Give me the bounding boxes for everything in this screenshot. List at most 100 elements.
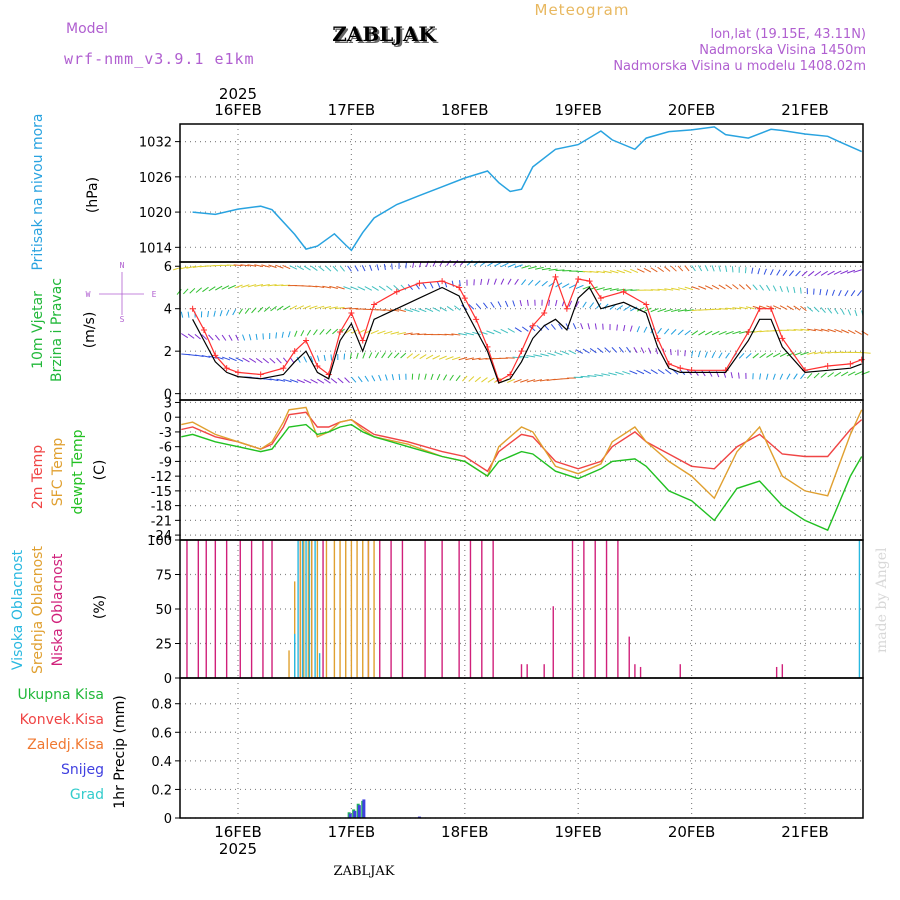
- wind-barb: [255, 333, 258, 340]
- wind-barb: [242, 334, 246, 341]
- wind-barb: [575, 301, 580, 308]
- wind-barb: [337, 377, 344, 384]
- wind-barb: [636, 326, 640, 333]
- wind-barb: [831, 289, 835, 296]
- lonlat-text: lon,lat (19.15E, 43.11N): [710, 27, 866, 42]
- wind-barb: [213, 310, 216, 317]
- wind-barb: [807, 270, 815, 277]
- wind-barb: [303, 265, 311, 271]
- wind-labels: 10m Vjetar Brzina i Pravac (m/s): [30, 278, 98, 382]
- wind-barb: [514, 278, 519, 285]
- wind-gust-marker: [620, 288, 627, 295]
- mid-cloud-label: Srednja Oblacnost: [30, 546, 46, 674]
- y-tick-label: 100: [147, 534, 172, 549]
- wind-barb: [357, 286, 366, 291]
- wind-gust-marker: [767, 305, 774, 312]
- wind-barb: [540, 353, 549, 357]
- wind-barb: [772, 285, 777, 292]
- wind-barb: [241, 284, 250, 288]
- wind-gust-marker: [541, 309, 548, 316]
- wind-barb: [825, 289, 829, 296]
- wind-barb: [629, 325, 633, 332]
- wind-barb: [799, 287, 802, 294]
- wind-barb: [623, 305, 631, 311]
- wind-barb: [554, 351, 563, 356]
- wind-barb: [302, 305, 311, 310]
- wind-barb: [555, 299, 558, 307]
- wind-barb: [378, 285, 386, 291]
- wind-barb: [526, 355, 536, 358]
- wind-barb: [459, 259, 466, 266]
- wind-barb: [294, 330, 298, 337]
- wind-barb: [708, 370, 713, 377]
- wind-barb: [362, 352, 366, 359]
- wind-gust-marker: [212, 352, 219, 359]
- wind-barb: [419, 354, 427, 360]
- wind-barb: [188, 371, 196, 374]
- wind-barb: [650, 267, 658, 273]
- wind-barb: [269, 357, 276, 364]
- wind-barb: [403, 332, 413, 335]
- wind-barb: [351, 376, 357, 383]
- wind-barb: [330, 354, 333, 361]
- wind-barb: [609, 304, 616, 310]
- wind-barb: [445, 356, 454, 361]
- wind-barb: [698, 285, 707, 290]
- wind-barb: [251, 307, 257, 314]
- panel-frame: [179, 677, 864, 819]
- pressure-line: [192, 126, 863, 252]
- wind-barb: [759, 373, 762, 380]
- wind-barb: [541, 267, 551, 271]
- wind-barb: [800, 305, 807, 312]
- wind-gust-marker: [200, 326, 207, 333]
- wind-barb: [795, 270, 801, 277]
- wind-barb: [589, 270, 599, 273]
- wind-barb: [854, 371, 863, 376]
- top-date-label: 17FEB: [328, 101, 375, 119]
- wind-barb: [643, 326, 648, 333]
- y-tick-label: 25: [155, 638, 172, 653]
- wind-barb: [391, 374, 395, 381]
- y-tick-label: 1020: [139, 206, 172, 221]
- footer-station: ZABLJAK: [334, 864, 395, 879]
- cloud-labels: Visoka Oblacnost Srednja Oblacnost Niska…: [10, 546, 108, 674]
- top-date-label: 19FEB: [554, 101, 601, 119]
- wind-barb: [207, 311, 210, 318]
- wind-barb: [788, 270, 795, 277]
- bottom-date-label: 17FEB: [328, 823, 375, 841]
- wind-barb: [296, 379, 305, 384]
- temp-unit: (C): [92, 460, 108, 481]
- wind-barb: [506, 378, 515, 384]
- y-tick-label: 1014: [139, 241, 172, 256]
- wind-barb: [462, 375, 468, 382]
- model-name: wrf-nmm_v3.9.1 e1km: [64, 50, 255, 68]
- wind-barb: [371, 285, 379, 291]
- wind-barb: [347, 265, 352, 272]
- y-tick-label: 0.8: [151, 698, 172, 713]
- wind-barb: [244, 307, 250, 314]
- freezing-rain-label: Zaledj.Kisa: [27, 737, 104, 753]
- wind-barb: [718, 352, 723, 359]
- wind-gust-marker: [745, 329, 752, 336]
- y-tick-label: -15: [151, 485, 172, 500]
- wind-barb: [786, 286, 790, 293]
- wind-barb: [779, 373, 784, 380]
- wind-barb: [650, 289, 660, 291]
- wind-barb: [677, 309, 687, 312]
- wind-gust-marker: [597, 295, 604, 302]
- wind-gust-marker: [416, 280, 423, 287]
- wind-barb: [221, 285, 230, 290]
- bottom-date-label: 19FEB: [554, 823, 601, 841]
- station-title: ZABLJAK: [332, 22, 436, 46]
- wind-barb: [684, 350, 686, 357]
- wind-barb: [262, 358, 270, 364]
- wind-barb: [533, 354, 543, 358]
- wind-barb: [671, 287, 680, 291]
- wind-barb: [356, 352, 359, 359]
- wind-barb: [296, 305, 304, 310]
- wind-barb: [701, 370, 706, 377]
- watermark: made by Angel: [874, 547, 890, 653]
- wind-barb: [480, 278, 483, 286]
- wind-barb: [270, 305, 277, 312]
- wind-barb: [665, 369, 672, 375]
